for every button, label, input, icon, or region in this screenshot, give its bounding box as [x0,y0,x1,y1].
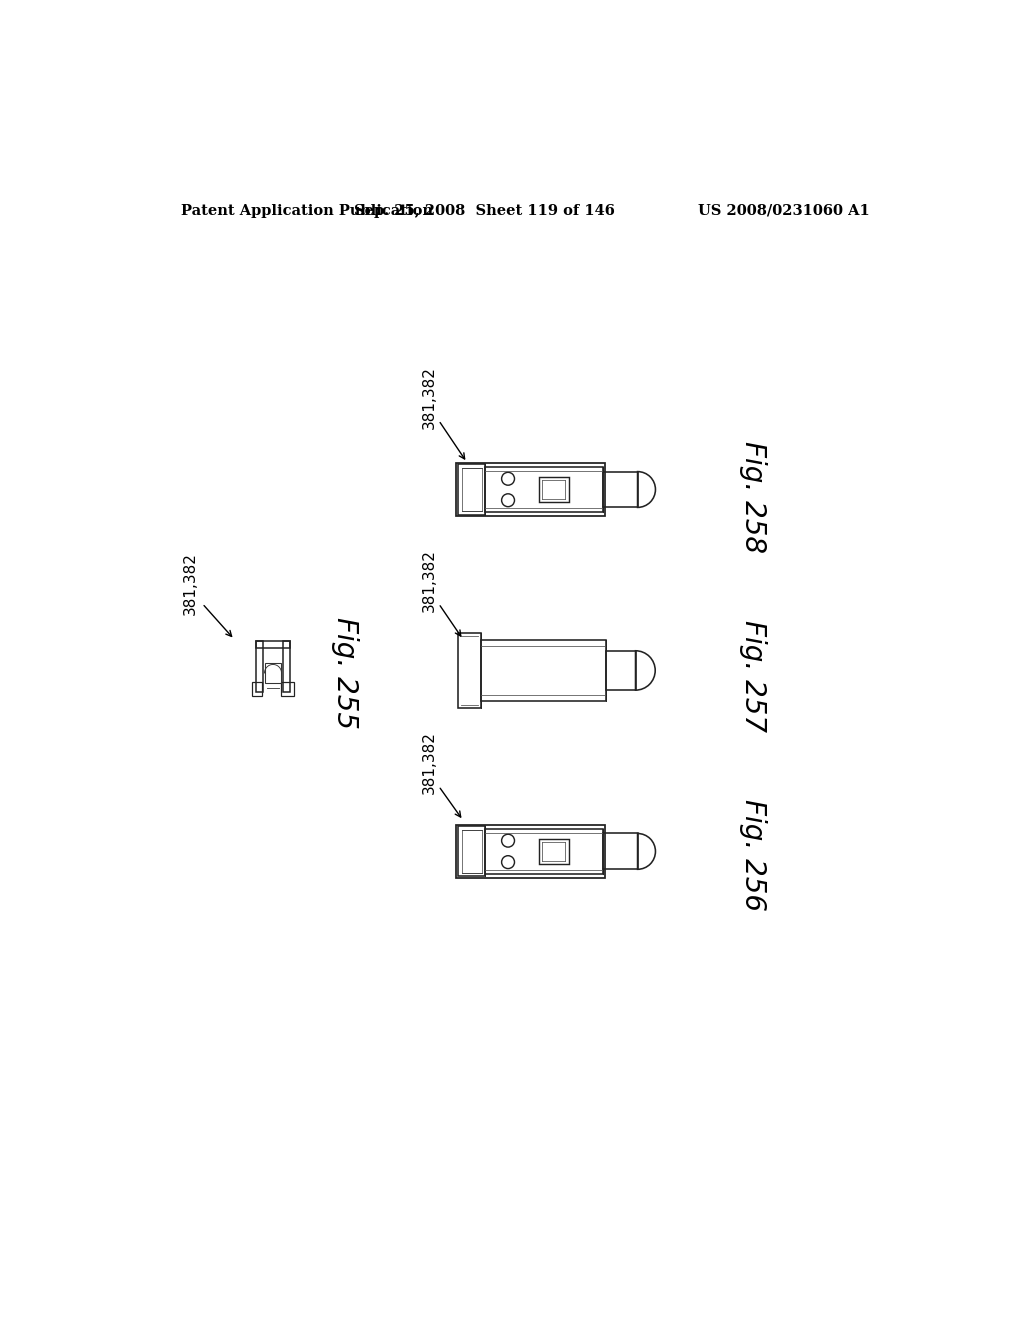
Bar [485,467,603,512]
Bar [539,477,569,503]
Text: Patent Application Publication: Patent Application Publication [180,203,432,218]
Bar [485,829,603,874]
Bar [458,465,485,515]
Bar [283,642,290,692]
Bar [481,640,606,701]
Text: Fig. 255: Fig. 255 [331,616,358,729]
Bar [458,826,485,876]
Bar [462,469,481,511]
Bar [457,825,605,878]
Bar [256,642,290,648]
Text: 381,382: 381,382 [183,552,198,615]
Bar [281,682,294,697]
Bar [458,632,481,708]
Bar [253,682,262,697]
Text: US 2008/0231060 A1: US 2008/0231060 A1 [698,203,869,218]
Bar [603,833,638,870]
Bar [457,463,605,516]
Text: 381,382: 381,382 [422,731,437,795]
Text: 381,382: 381,382 [422,549,437,611]
Bar [462,830,481,873]
Text: Fig. 257: Fig. 257 [738,620,767,731]
Bar [603,471,638,507]
Text: Sep. 25, 2008  Sheet 119 of 146: Sep. 25, 2008 Sheet 119 of 146 [354,203,615,218]
Bar [539,838,569,865]
Text: Fig. 258: Fig. 258 [738,441,767,553]
Bar [606,651,636,690]
Text: Fig. 256: Fig. 256 [738,799,767,911]
Bar [256,642,263,692]
Text: 381,382: 381,382 [422,366,437,429]
Bar [265,663,281,682]
